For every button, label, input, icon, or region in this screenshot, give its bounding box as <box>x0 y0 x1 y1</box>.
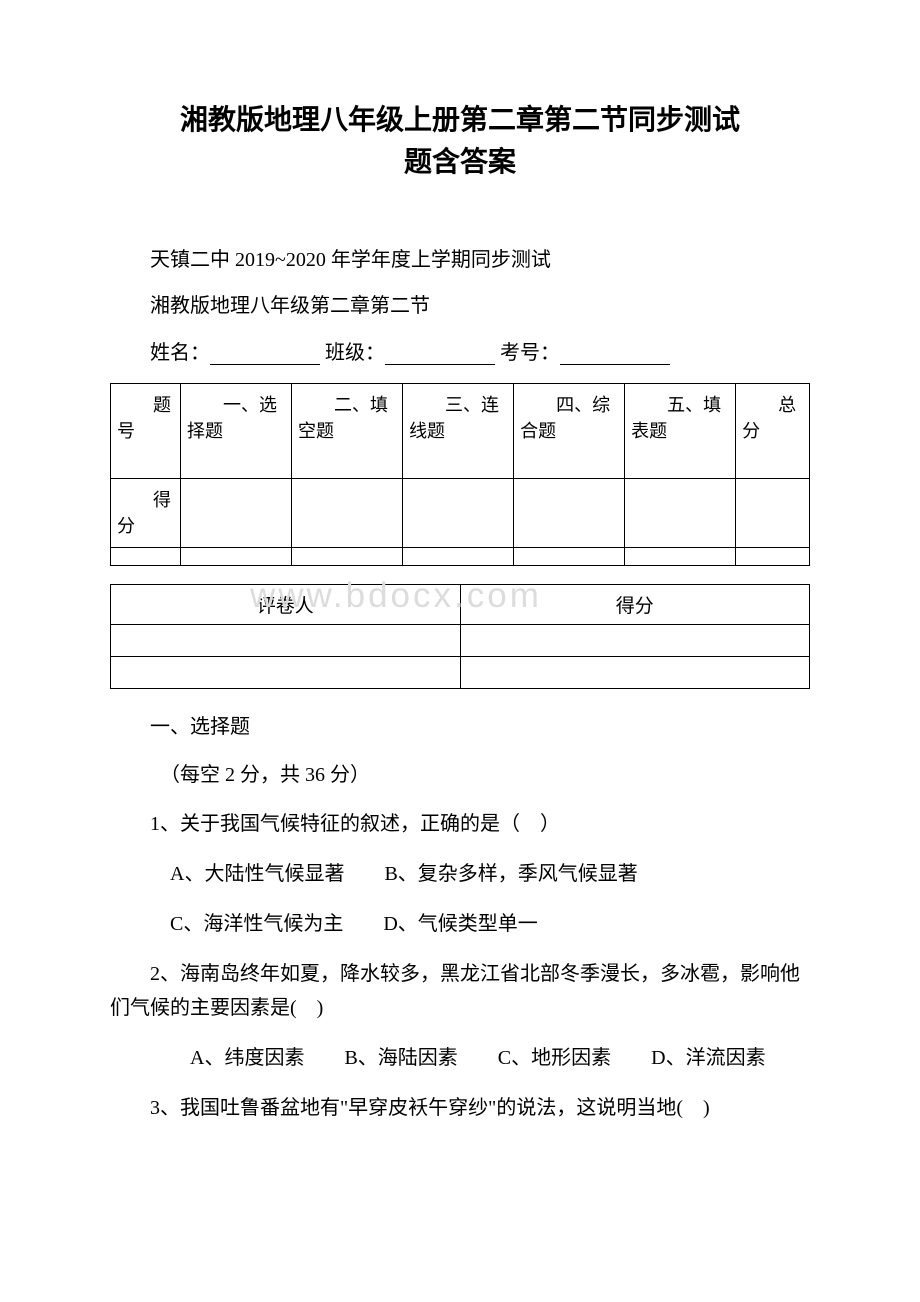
table-cell[interactable] <box>736 479 810 548</box>
question-2-stem: 2、海南岛终年如夏，降水较多，黑龙江省北部冬季漫长，多冰雹，影响他们气候的主要因… <box>110 957 810 1025</box>
question-1-stem: 1、关于我国气候特征的叙述，正确的是（ ） <box>110 807 810 841</box>
school-line: 天镇二中 2019~2020 年学年度上学期同步测试 <box>110 244 810 276</box>
table-cell <box>514 548 625 566</box>
table-row <box>111 625 810 657</box>
table-cell: 一、选择题 <box>181 384 292 479</box>
table-cell <box>736 548 810 566</box>
table-cell: 题号 <box>111 384 181 479</box>
table-cell[interactable] <box>460 657 810 689</box>
score-table: 题号 一、选择题 二、填空题 三、连线题 四、综合题 五、填表题 总分 得分 <box>110 383 810 566</box>
class-field[interactable] <box>385 341 495 365</box>
question-1-options-line1: A、大陆性气候显著 B、复杂多样，季风气候显著 <box>110 857 810 891</box>
page-title: 湘教版地理八年级上册第二章第二节同步测试 题含答案 <box>110 100 810 184</box>
question-2-options: A、纬度因素 B、海陆因素 C、地形因素 D、洋流因素 <box>110 1041 810 1075</box>
question-3-stem: 3、我国吐鲁番盆地有"早穿皮袄午穿纱"的说法，这说明当地( ) <box>110 1091 810 1125</box>
title-line-2: 题含答案 <box>404 147 516 178</box>
table-cell[interactable] <box>460 625 810 657</box>
table-cell <box>403 548 514 566</box>
table-row <box>111 657 810 689</box>
table-cell[interactable] <box>403 479 514 548</box>
table-row <box>111 548 810 566</box>
title-line-1: 湘教版地理八年级上册第二章第二节同步测试 <box>180 105 740 136</box>
question-1-options-line2: C、海洋性气候为主 D、气候类型单一 <box>110 907 810 941</box>
student-info-line: 姓名： 班级： 考号： <box>110 336 810 365</box>
name-field[interactable] <box>210 341 320 365</box>
table-row: 得分 <box>111 479 810 548</box>
table-cell[interactable] <box>111 657 461 689</box>
table-cell: 三、连线题 <box>403 384 514 479</box>
table-cell[interactable] <box>292 479 403 548</box>
table-cell: 二、填空题 <box>292 384 403 479</box>
exam-no-label: 考号： <box>500 342 560 364</box>
table-cell[interactable] <box>181 479 292 548</box>
name-label: 姓名： <box>150 342 210 364</box>
table-row: 题号 一、选择题 二、填空题 三、连线题 四、综合题 五、填表题 总分 <box>111 384 810 479</box>
table-cell <box>625 548 736 566</box>
table-cell <box>292 548 403 566</box>
table-cell <box>111 548 181 566</box>
section-1-heading: 一、选择题 <box>110 711 810 743</box>
table-cell: 得分 <box>111 479 181 548</box>
class-label: 班级： <box>325 342 385 364</box>
watermark-text: www.bdocx.com <box>250 576 542 616</box>
section-1-sub: （每空 2 分，共 36 分） <box>110 759 810 791</box>
table-cell: 五、填表题 <box>625 384 736 479</box>
table-cell[interactable] <box>111 625 461 657</box>
table-cell: 四、综合题 <box>514 384 625 479</box>
table-cell <box>181 548 292 566</box>
exam-no-field[interactable] <box>560 341 670 365</box>
table-cell: 总分 <box>736 384 810 479</box>
table-cell[interactable] <box>625 479 736 548</box>
table-cell[interactable] <box>514 479 625 548</box>
edition-line: 湘教版地理八年级第二章第二节 <box>110 290 810 322</box>
